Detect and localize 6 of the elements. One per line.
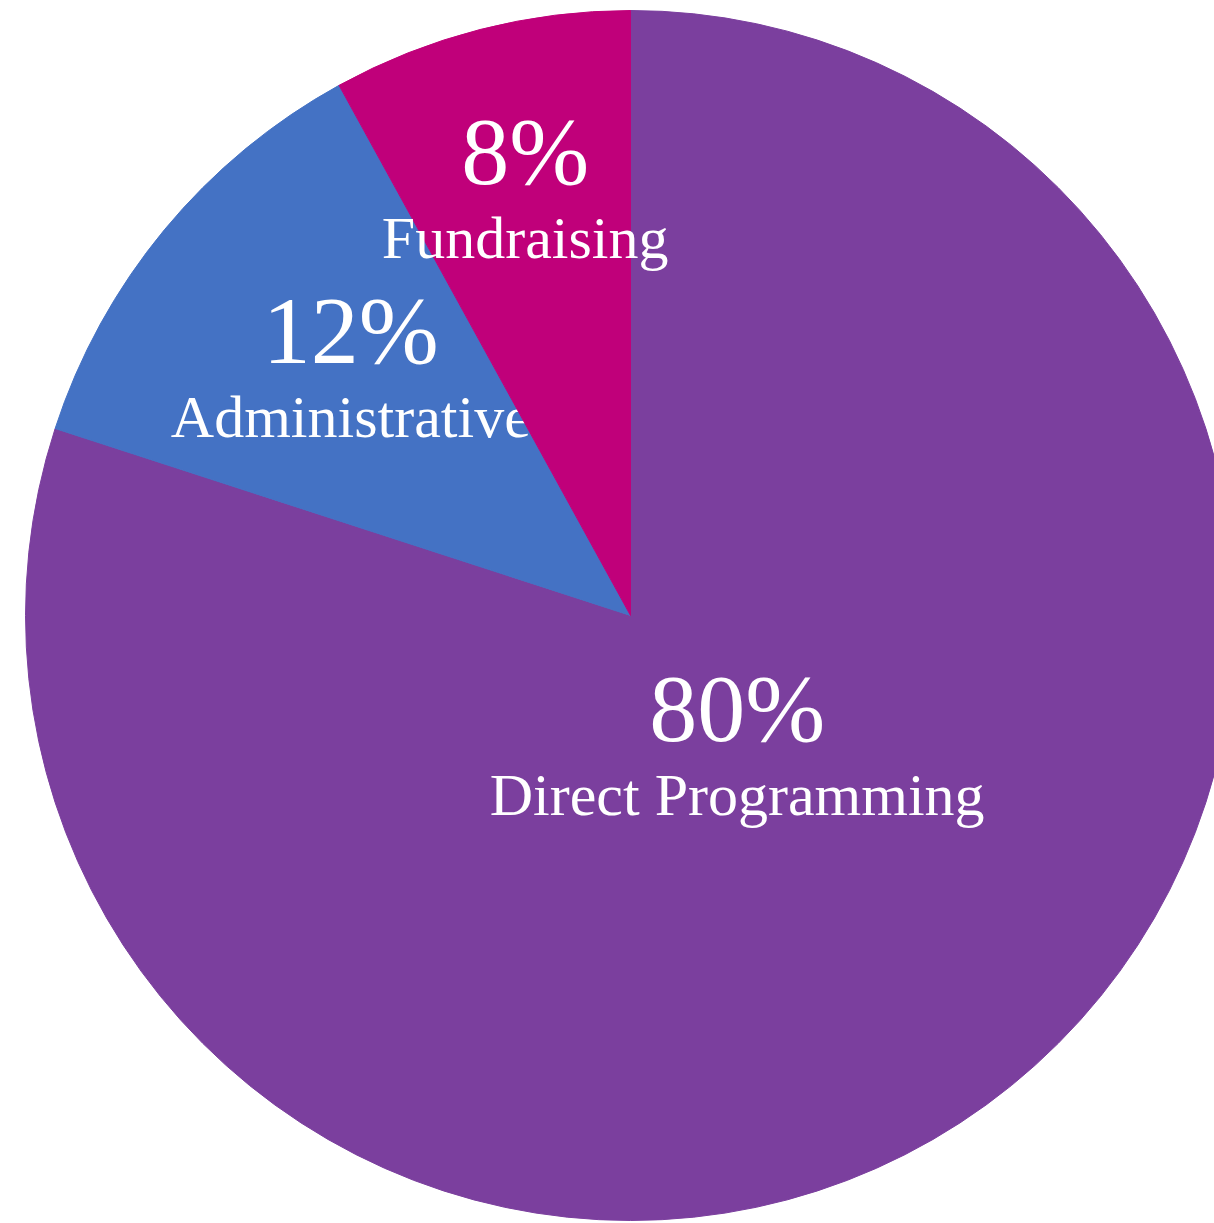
data-label: 12% bbox=[262, 277, 439, 385]
slice-label: Administrative bbox=[170, 384, 531, 451]
data-label: 8% bbox=[461, 98, 590, 206]
data-label: 80% bbox=[649, 655, 826, 763]
slice-label: Direct Programming bbox=[489, 762, 985, 829]
slice-label: Fundraising bbox=[381, 205, 669, 272]
